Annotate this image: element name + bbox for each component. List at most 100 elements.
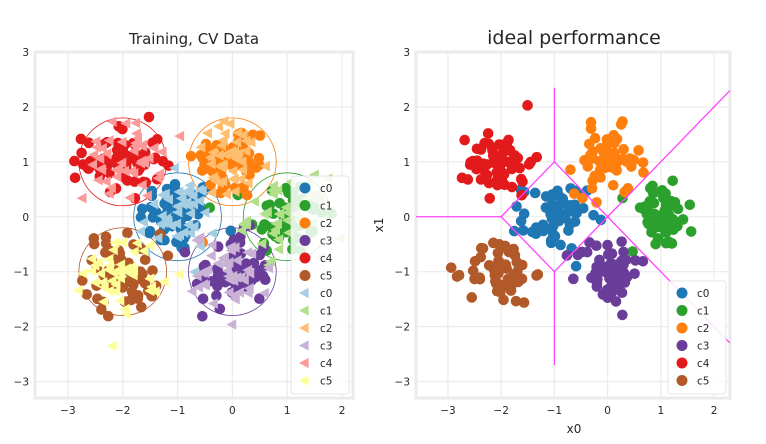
cv-point-c1: [249, 196, 260, 207]
point-c5: [512, 266, 523, 277]
cv-point-c4: [95, 163, 106, 175]
cv-point-c1: [281, 215, 292, 226]
point-c5: [488, 264, 500, 276]
x-tick-label: 1: [284, 405, 291, 417]
point-c0: [225, 225, 237, 237]
cv-point-c0: [163, 194, 173, 205]
point-c0: [192, 208, 204, 220]
cv-point-c5: [110, 286, 121, 297]
right-x-axis-label: x0: [567, 422, 582, 436]
x-tick-label: 2: [711, 405, 718, 417]
cv-point-c0: [169, 162, 179, 174]
point-c1: [264, 199, 276, 211]
cv-point-c4: [148, 142, 159, 154]
cv-point-c2: [240, 145, 251, 157]
cv-point-c2: [229, 186, 240, 197]
point-c2: [196, 165, 208, 176]
point-c4: [522, 100, 533, 111]
point-c0: [540, 202, 552, 213]
point-c3: [561, 250, 573, 261]
cv-point-c0: [171, 218, 182, 230]
cv-point-c0: [135, 226, 146, 237]
point-c3: [609, 284, 620, 295]
point-c2: [628, 154, 640, 166]
cv-point-c4: [174, 130, 185, 142]
cv-point-c5: [128, 246, 139, 258]
point-c2: [622, 183, 634, 194]
right-y-axis-label: x1: [372, 218, 386, 233]
point-c5: [505, 285, 517, 296]
legend-box: [290, 175, 350, 395]
cv-point-c0: [207, 228, 217, 239]
cv-point-c1: [256, 238, 267, 249]
point-c3: [234, 261, 245, 273]
point-c5: [139, 254, 151, 266]
point-c4: [129, 176, 140, 188]
cv-point-c4: [141, 190, 152, 201]
point-c5: [475, 242, 487, 254]
legend-label: c0: [697, 288, 709, 300]
point-c3: [602, 239, 613, 251]
cv-point-c0: [183, 219, 194, 231]
cv-point-c3: [223, 287, 234, 298]
cv-point-c4: [94, 153, 105, 164]
panel-ideal-performance: ideal performance −3 −2 −1 0 1 2 −3 −2 −1 0 1 2 3 x…: [372, 27, 732, 436]
left-legend: c0 c1 c2 c3 c4 c5 c0 c1 c2 c3 c4 c5: [290, 175, 350, 395]
cv-point-c1: [236, 225, 247, 236]
cv-point-c3: [246, 248, 257, 259]
x-tick-label: −1: [547, 405, 562, 417]
cv-point-c1: [282, 207, 293, 218]
cv-point-c1: [270, 218, 281, 229]
cv-point-c2: [201, 127, 212, 139]
point-c2: [587, 146, 599, 157]
point-c0: [549, 230, 561, 242]
legend-label: c5: [697, 376, 709, 388]
point-c4: [508, 153, 519, 165]
point-c5: [451, 271, 463, 282]
cv-point-c2: [228, 174, 239, 185]
point-c5: [126, 286, 138, 298]
legend-marker-c0: [299, 287, 309, 299]
cv-point-c4: [103, 135, 114, 146]
point-c1: [660, 237, 672, 249]
point-c4: [83, 137, 95, 149]
cv-point-c0: [194, 195, 205, 207]
point-c5: [96, 304, 107, 315]
point-c1: [658, 192, 669, 204]
cv-point-c0: [188, 221, 199, 232]
cv-point-c0: [171, 201, 182, 212]
cv-point-c2: [213, 177, 224, 189]
legend-label: c2: [320, 323, 332, 335]
x-tick-label: 1: [657, 405, 664, 417]
point-c5: [125, 294, 137, 306]
cv-point-c4: [101, 148, 112, 159]
x-tick-label: −1: [170, 405, 185, 417]
point-c3: [591, 278, 603, 289]
cv-point-c4: [96, 142, 107, 154]
cv-point-c3: [193, 281, 203, 293]
cv-point-c4: [154, 168, 165, 180]
point-c5: [162, 250, 174, 262]
point-c5: [77, 275, 88, 286]
point-c4: [506, 163, 518, 175]
point-c2: [607, 155, 618, 166]
cv-point-c5: [106, 275, 117, 287]
point-c2: [589, 132, 601, 144]
legend-label: c3: [320, 341, 332, 353]
right-points: [445, 100, 697, 321]
cv-point-c3: [206, 239, 217, 251]
point-c3: [211, 290, 222, 301]
point-c1: [627, 246, 638, 257]
cv-point-c4: [106, 116, 117, 127]
point-c0: [518, 208, 530, 220]
point-c3: [254, 293, 265, 305]
cv-point-c2: [195, 141, 206, 153]
x-tick-label: −3: [440, 405, 455, 417]
point-c5: [123, 276, 135, 288]
cv-point-c5: [109, 237, 120, 248]
cv-point-c3: [196, 267, 207, 278]
cv-point-c3: [186, 286, 197, 297]
cv-point-c5: [126, 261, 137, 273]
point-c1: [650, 238, 661, 250]
point-c0: [544, 223, 556, 234]
